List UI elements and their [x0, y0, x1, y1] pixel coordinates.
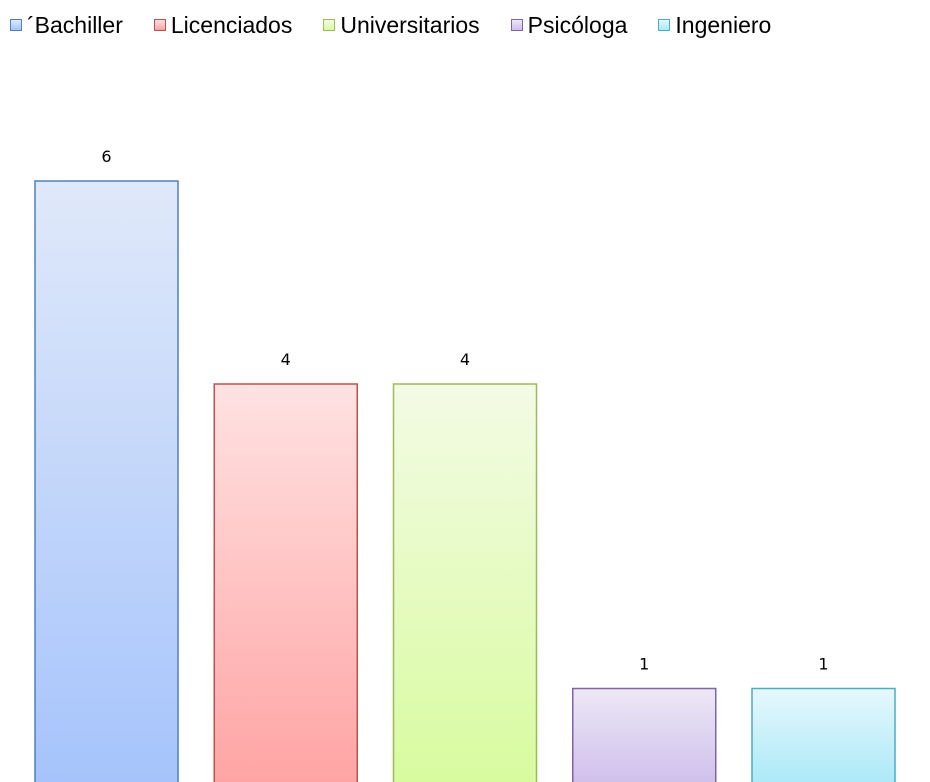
legend-item-bachiller: ´Bachiller — [10, 11, 123, 38]
data-label-licenciados: 4 — [281, 350, 291, 369]
bar-psico-loga — [572, 687, 717, 782]
legend-item-psicologa: Psicóloga — [510, 11, 628, 38]
data-label-bachiller: 6 — [101, 147, 111, 166]
legend-swatch-universitarios — [323, 19, 336, 31]
data-labels-group: 6 4 4 1 1 — [101, 147, 828, 674]
legend-item-ingeniero: Ingeniero — [658, 11, 772, 38]
legend-label-bachiller: ´Bachiller — [27, 11, 123, 38]
bar-universitarios — [392, 383, 538, 782]
data-label-psico-loga: 1 — [639, 655, 649, 674]
legend-item-licenciados: Licenciados — [153, 11, 293, 38]
legend-label-ingeniero: Ingeniero — [675, 11, 772, 38]
bar-ingeniero — [751, 687, 896, 782]
legend-swatch-licenciados — [153, 19, 166, 31]
data-label-ingeniero: 1 — [818, 655, 828, 674]
bar-licenciados — [213, 383, 358, 782]
legend-swatch-ingeniero — [658, 19, 671, 31]
legend-item-universitarios: Universitarios — [323, 11, 480, 38]
legend-label-psicologa: Psicóloga — [527, 11, 628, 38]
chart-legend: ´Bachiller Licenciados Universitarios Ps… — [10, 9, 771, 41]
bar-bachiller — [34, 180, 179, 782]
legend-label-universitarios: Universitarios — [340, 11, 480, 38]
legend-swatch-bachiller — [10, 19, 22, 31]
legend-label-licenciados: Licenciados — [170, 11, 293, 38]
bars-group — [34, 180, 896, 782]
data-label-universitarios: 4 — [460, 350, 470, 369]
legend-swatch-psicologa — [510, 19, 523, 31]
